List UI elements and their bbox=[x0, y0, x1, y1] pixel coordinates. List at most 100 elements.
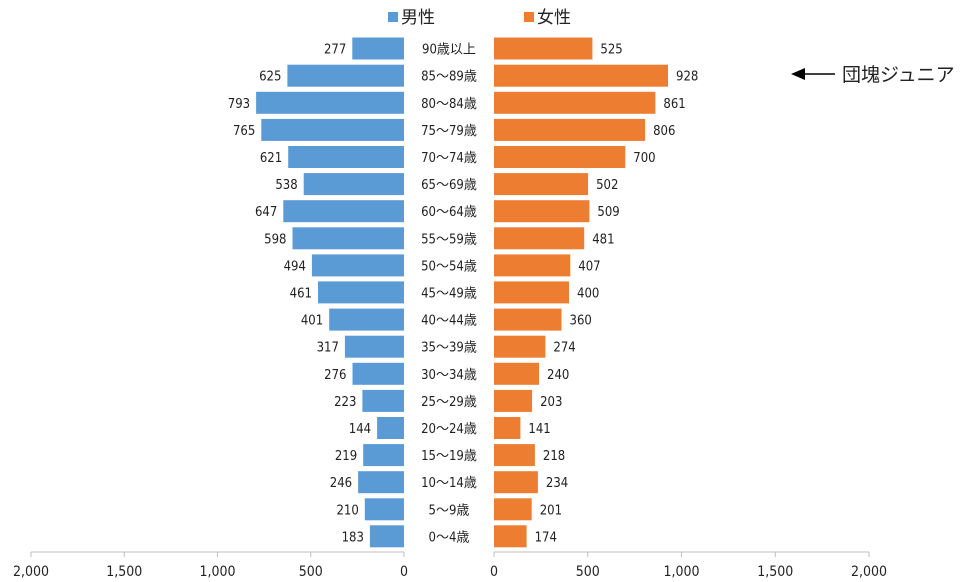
bar-female bbox=[494, 417, 521, 439]
value-label-male: 183 bbox=[342, 530, 364, 545]
bar-male bbox=[256, 91, 404, 114]
bar-female bbox=[494, 498, 532, 521]
value-label-male: 317 bbox=[317, 341, 339, 356]
value-label-female: 400 bbox=[577, 286, 599, 301]
bar-female bbox=[494, 335, 546, 358]
value-label-female: 174 bbox=[535, 530, 557, 545]
age-group-label: 50～54歳 bbox=[421, 259, 477, 274]
age-group-label: 20～24歳 bbox=[421, 422, 477, 437]
value-label-male: 219 bbox=[335, 449, 357, 464]
value-label-male: 494 bbox=[284, 259, 306, 274]
bar-male bbox=[364, 498, 404, 521]
bar-male bbox=[287, 64, 404, 87]
right-tick-label: 500 bbox=[576, 564, 600, 580]
value-label-female: 360 bbox=[570, 314, 592, 329]
bar-male bbox=[261, 118, 404, 141]
value-label-female: 928 bbox=[676, 70, 698, 85]
value-label-female: 274 bbox=[553, 341, 575, 356]
bar-male bbox=[358, 471, 404, 494]
age-group-label: 30～34歳 bbox=[421, 368, 477, 383]
left-tick-label: 2,000 bbox=[13, 564, 49, 580]
age-group-label: 60～64歳 bbox=[421, 205, 477, 220]
bar-male bbox=[352, 362, 404, 385]
bar-female bbox=[494, 389, 533, 412]
bar-male bbox=[288, 146, 404, 168]
bar-male bbox=[318, 281, 404, 304]
bar-male bbox=[292, 227, 404, 250]
age-group-label: 75～79歳 bbox=[421, 124, 477, 139]
bar-female bbox=[494, 444, 535, 467]
value-label-male: 277 bbox=[324, 43, 346, 58]
right-tick-label: 1,500 bbox=[757, 564, 793, 580]
annotation: 団塊ジュニア bbox=[791, 64, 955, 86]
bar-male bbox=[311, 254, 404, 277]
value-label-female: 201 bbox=[540, 503, 562, 518]
value-label-male: 621 bbox=[260, 151, 282, 166]
x-axes: 2,000 1,500 1,000 500 0 0 500 1,000 1,500 2,000 bbox=[13, 551, 887, 580]
bar-male bbox=[363, 444, 404, 467]
value-label-male: 210 bbox=[336, 503, 358, 518]
left-tick-label: 500 bbox=[299, 564, 323, 580]
value-labels: 277 525 625 928 793 861 765 806 621 700 538 502 647 5… bbox=[228, 43, 699, 546]
age-group-label: 70～74歳 bbox=[421, 151, 477, 166]
bar-female bbox=[494, 254, 571, 277]
value-label-female: 407 bbox=[578, 259, 600, 274]
value-label-female: 525 bbox=[600, 43, 622, 58]
value-label-female: 234 bbox=[546, 476, 568, 491]
value-label-male: 793 bbox=[228, 97, 250, 112]
annotation-label: 団塊ジュニア bbox=[842, 64, 955, 86]
age-group-label: 45～49歳 bbox=[421, 286, 477, 301]
value-label-female: 700 bbox=[633, 151, 655, 166]
age-group-label: 5～9歳 bbox=[429, 503, 470, 518]
value-label-male: 223 bbox=[334, 395, 356, 410]
bar-female bbox=[494, 91, 656, 114]
value-label-male: 598 bbox=[264, 232, 286, 247]
right-tick-label: 2,000 bbox=[851, 564, 887, 580]
value-label-female: 861 bbox=[663, 97, 685, 112]
bar-female bbox=[494, 173, 589, 196]
age-group-label: 35～39歳 bbox=[421, 341, 477, 356]
value-label-female: 218 bbox=[543, 449, 565, 464]
bar-female bbox=[494, 64, 668, 87]
bar-male bbox=[344, 335, 404, 358]
value-label-male: 538 bbox=[275, 178, 297, 193]
bar-female bbox=[494, 471, 538, 494]
legend: 男性 女性 bbox=[388, 8, 571, 28]
bar-female bbox=[494, 227, 585, 250]
bar-female bbox=[494, 37, 593, 60]
age-group-labels: 90歳以上 85～89歳 80～84歳 75～79歳 70～74歳 65～69歳 60～64… bbox=[421, 43, 477, 546]
value-label-female: 481 bbox=[592, 232, 614, 247]
age-group-label: 65～69歳 bbox=[421, 178, 477, 193]
value-label-male: 461 bbox=[290, 286, 312, 301]
bar-male bbox=[377, 417, 404, 439]
age-group-label: 85～89歳 bbox=[421, 70, 477, 85]
value-label-male: 765 bbox=[233, 124, 255, 139]
bar-male bbox=[303, 173, 404, 196]
value-label-female: 203 bbox=[540, 395, 562, 410]
value-label-female: 806 bbox=[653, 124, 675, 139]
value-label-male: 647 bbox=[255, 205, 277, 220]
bar-male bbox=[362, 389, 404, 412]
left-tick-label: 0 bbox=[400, 564, 408, 580]
age-group-label: 40～44歳 bbox=[421, 314, 477, 329]
left-tick-label: 1,500 bbox=[106, 564, 142, 580]
age-group-label: 90歳以上 bbox=[422, 43, 476, 58]
age-group-label: 55～59歳 bbox=[421, 232, 477, 247]
legend-label-female: 女性 bbox=[537, 8, 571, 28]
right-tick-label: 0 bbox=[490, 564, 498, 580]
value-label-female: 502 bbox=[596, 178, 618, 193]
age-group-label: 25～29歳 bbox=[421, 395, 477, 410]
value-label-female: 509 bbox=[597, 205, 619, 220]
value-label-female: 141 bbox=[528, 422, 550, 437]
age-group-label: 15～19歳 bbox=[421, 449, 477, 464]
bar-male bbox=[369, 525, 404, 548]
bar-female bbox=[494, 118, 646, 141]
value-label-male: 625 bbox=[259, 70, 281, 85]
value-label-male: 144 bbox=[349, 422, 371, 437]
bar-female bbox=[494, 362, 539, 385]
bar-female bbox=[494, 146, 626, 168]
age-group-label: 0～4歳 bbox=[429, 530, 470, 545]
bar-female bbox=[494, 281, 569, 304]
bar-male bbox=[352, 37, 404, 60]
